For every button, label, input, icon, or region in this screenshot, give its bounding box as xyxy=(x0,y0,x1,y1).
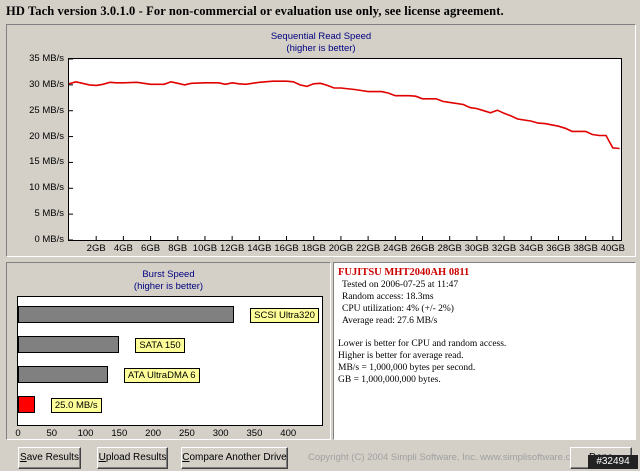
save-hotkey: S xyxy=(20,452,27,463)
read-x-tick-label: 34GB xyxy=(519,243,544,254)
read-y-tick-label: 25 MB/s xyxy=(29,104,64,116)
read-y-tick-label: 35 MB/s xyxy=(29,53,64,64)
save-results-button[interactable]: Save Results xyxy=(18,447,81,469)
read-y-tick-label: 30 MB/s xyxy=(29,78,64,90)
note-line: GB = 1,000,000,000 bytes. xyxy=(338,375,441,385)
read-x-tick-label: 10GB xyxy=(192,243,218,254)
read-x-tick-label: 14GB xyxy=(247,243,272,254)
burst-bar xyxy=(18,336,120,353)
copyright-text: Copyright (C) 2004 Simpli Software, Inc.… xyxy=(308,452,584,463)
drive-name: FUJITSU MHT2040AH 0811 xyxy=(338,267,470,278)
test-date: Tested on 2006-07-25 at 11:47 xyxy=(342,280,459,290)
read-x-tick-label: 20GB xyxy=(328,243,354,254)
read-x-tick-label: 6GB xyxy=(141,243,161,254)
burst-chart-subtitle: (higher is better) xyxy=(133,281,204,292)
upload-results-button[interactable]: Upload Results xyxy=(97,447,168,469)
average-read: Average read: 27.6 MB/s xyxy=(342,316,438,326)
read-speed-line xyxy=(69,80,620,150)
burst-bar-label: SATA 150 xyxy=(135,338,185,353)
read-x-tick-label: 8GB xyxy=(168,243,188,254)
read-x-tick-label: 4GB xyxy=(113,243,133,254)
burst-chart-title: Burst Speed xyxy=(142,269,195,280)
note-line: Higher is better for average read. xyxy=(338,351,464,361)
compare-another-drive-button[interactable]: Compare Another Drive xyxy=(181,447,288,469)
read-x-tick-label: 2GB xyxy=(86,243,106,254)
read-y-tick-label: 0 MB/s xyxy=(34,234,64,245)
burst-x-tick-label: 250 xyxy=(178,428,195,439)
burst-x-tick-label: 400 xyxy=(280,428,297,439)
burst-x-tick-label: 100 xyxy=(77,428,94,439)
cpu-utilization: CPU utilization: 4% (+/- 2%) xyxy=(342,304,454,314)
burst-bar-label: 25.0 MB/s xyxy=(50,398,102,413)
watermark-badge: #32494 xyxy=(588,455,638,469)
read-x-tick-label: 26GB xyxy=(410,243,435,254)
read-y-tick-label: 5 MB/s xyxy=(34,208,64,220)
read-x-tick-label: 30GB xyxy=(464,243,490,254)
read-x-tick-label: 36GB xyxy=(546,243,571,254)
burst-x-tick-label: 300 xyxy=(212,428,229,439)
note-line: MB/s = 1,000,000 bytes per second. xyxy=(338,363,476,373)
note-line: Lower is better for CPU and random acces… xyxy=(338,339,507,349)
burst-x-tick-label: 150 xyxy=(111,428,128,439)
burst-bar xyxy=(18,306,235,323)
burst-bar-label: ATA UltraDMA 6 xyxy=(123,368,200,383)
read-x-tick-label: 16GB xyxy=(274,243,299,254)
sequential-read-panel: Sequential Read Speed (higher is better)… xyxy=(6,24,636,257)
read-x-tick-label: 12GB xyxy=(219,243,245,254)
upload-hotkey: U xyxy=(98,452,106,463)
burst-x-tick-label: 350 xyxy=(246,428,263,439)
read-chart-svg xyxy=(69,59,620,240)
read-x-tick-label: 18GB xyxy=(301,243,326,254)
random-access: Random access: 18.3ms xyxy=(342,292,434,302)
read-chart-subtitle: (higher is better) xyxy=(286,43,356,54)
burst-x-tick-label: 0 xyxy=(15,428,21,439)
read-x-tick-label: 22GB xyxy=(355,243,381,254)
read-x-tick-label: 28GB xyxy=(437,243,462,254)
read-chart-plot xyxy=(68,58,622,241)
read-x-tick-label: 32GB xyxy=(491,243,517,254)
upload-label: pload Results xyxy=(105,452,167,463)
burst-bar xyxy=(18,366,108,383)
burst-bar xyxy=(18,396,35,413)
compare-label: ompare Another Drive xyxy=(189,452,287,463)
burst-speed-panel: Burst Speed (higher is better) SCSI Ultr… xyxy=(6,262,331,440)
read-y-tick-label: 20 MB/s xyxy=(29,130,64,142)
burst-x-tick-label: 50 xyxy=(46,428,58,439)
read-x-tick-label: 24GB xyxy=(383,243,408,254)
burst-bar-label: SCSI Ultra320 xyxy=(250,308,319,323)
title-bar: HD Tach version 3.0.1.0 - For non-commer… xyxy=(0,0,640,22)
compare-hotkey: C xyxy=(182,452,190,463)
read-x-tick-label: 38GB xyxy=(573,243,598,254)
burst-chart-plot: SCSI Ultra320 SATA 150 ATA UltraDMA 6 25.0 … xyxy=(17,296,323,426)
read-chart-title: Sequential Read Speed xyxy=(270,31,372,42)
save-label: ave Results xyxy=(26,452,79,463)
burst-x-tick-label: 200 xyxy=(145,428,162,439)
read-x-tick-label: 40GB xyxy=(600,243,625,254)
drive-info-panel: FUJITSU MHT2040AH 0811 Tested on 2006-07… xyxy=(333,262,636,440)
read-y-tick-label: 10 MB/s xyxy=(29,182,64,194)
window-title: HD Tach version 3.0.1.0 - For non-commer… xyxy=(6,4,504,18)
read-y-tick-label: 15 MB/s xyxy=(29,156,64,168)
